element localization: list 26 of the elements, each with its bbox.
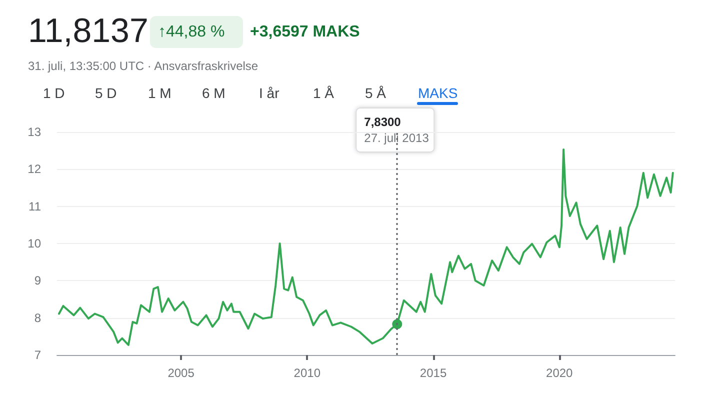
y-tick-label: 12 [28, 162, 42, 176]
text: +3,6597 MAKS [250, 24, 360, 40]
line-series [58, 148, 674, 346]
text: 1 D [43, 85, 65, 101]
y-tick-label: 8 [34, 310, 42, 325]
text: 5 D [95, 85, 117, 101]
y-tick-label: 7 [34, 348, 42, 362]
annotation: 27. juli 2013 [364, 131, 430, 145]
chart-subtitle: 31. juli, 13:35:00 UTC · Ansvarsfraskrivelse [28, 59, 258, 73]
text: MAKS [418, 85, 458, 101]
x-tick-label: 2005 [168, 366, 195, 380]
y-tick-label: 11 [28, 199, 42, 214]
text: ↑44,88 % [158, 24, 225, 40]
text: 1 M [148, 85, 172, 101]
x-tick-label: 2015 [420, 366, 447, 380]
text: 5 Å [365, 85, 387, 101]
y-tick-label: 13 [28, 125, 42, 139]
x-tick-label: 2010 [294, 366, 321, 380]
x-tick-label: 2020 [546, 366, 574, 380]
y-tick-label: 10 [28, 236, 42, 250]
chart-title: 11,8137 [28, 12, 148, 50]
text: 1 Å [313, 85, 335, 101]
text: 6 M [202, 85, 226, 101]
text: 7,8300 [364, 115, 402, 129]
text: I år [259, 85, 280, 101]
y-tick-label: 9 [34, 274, 42, 288]
